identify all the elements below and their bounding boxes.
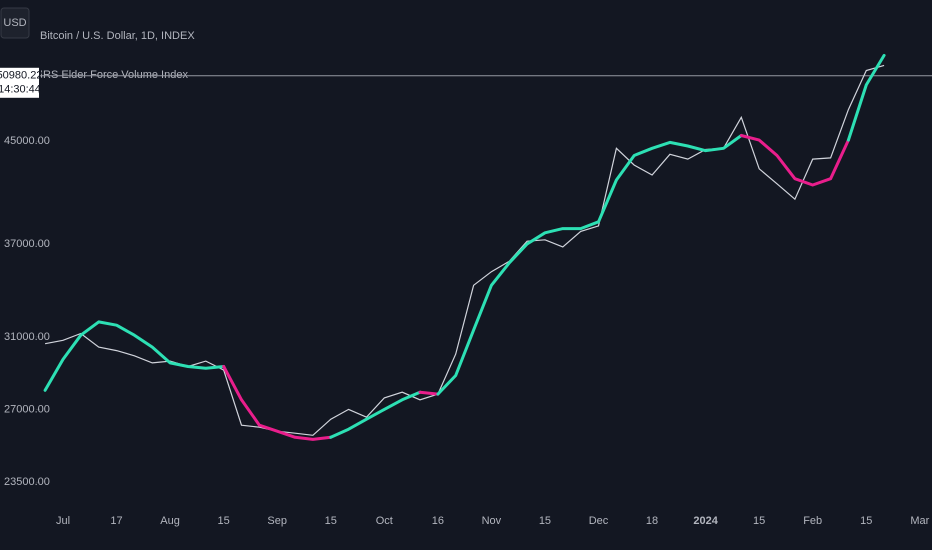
x-tick-label: Sep: [267, 515, 287, 527]
x-tick-label: Oct: [376, 515, 393, 527]
y-tick-label: 45000.00: [4, 135, 50, 147]
price-label-box: [0, 67, 39, 98]
x-tick-label: Mar: [910, 515, 929, 527]
indicator-title: IRS Elder Force Volume Index: [40, 69, 188, 81]
indicator-line: [739, 134, 850, 187]
x-tick-label: Nov: [482, 515, 502, 527]
y-tick-label: 31000.00: [4, 331, 50, 343]
current-time-label: 14:30:44: [0, 84, 41, 96]
x-tick-label: 18: [646, 515, 658, 527]
x-tick-label: Jul: [56, 515, 70, 527]
indicator-line: [418, 390, 440, 396]
y-tick-label: 37000.00: [4, 238, 50, 250]
x-tick-label: 15: [218, 515, 230, 527]
indicator-line: [43, 320, 226, 392]
indicator-line: [222, 365, 333, 441]
currency-button[interactable]: [0, 7, 30, 39]
indicator-line: [846, 53, 886, 142]
x-tick-label: 15: [753, 515, 765, 527]
x-tick-label: 16: [432, 515, 444, 527]
symbol-title: Bitcoin / U.S. Dollar, 1D, INDEX: [40, 30, 195, 42]
x-tick-label: 15: [860, 515, 872, 527]
currency[interactable]: USD: [3, 17, 26, 29]
x-tick-label: Feb: [803, 515, 822, 527]
x-tick-label: Dec: [589, 515, 609, 527]
current-price-label: 50980.22: [0, 70, 42, 82]
x-tick-label: 15: [325, 515, 337, 527]
x-tick-label: 2024: [693, 515, 718, 527]
y-tick-label: 27000.00: [4, 403, 50, 415]
x-tick-label: 15: [539, 515, 551, 527]
indicator-line: [329, 390, 422, 439]
y-tick-label: 23500.00: [4, 476, 50, 488]
x-tick-label: 17: [110, 515, 122, 527]
x-tick-label: Aug: [160, 515, 180, 527]
indicator-line: [436, 134, 743, 396]
